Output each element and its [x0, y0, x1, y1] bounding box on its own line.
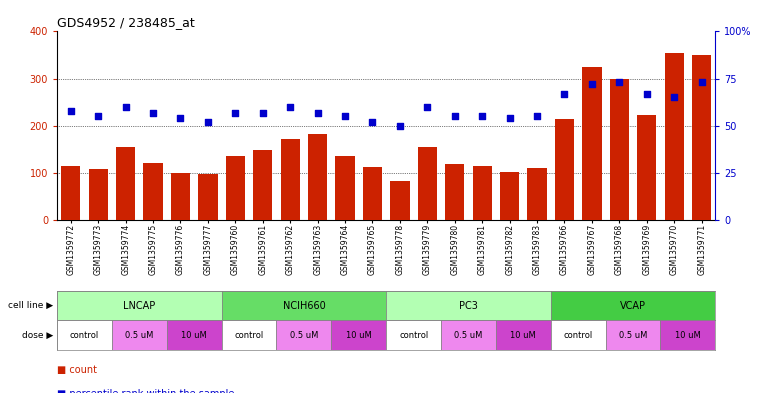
- Bar: [527, 168, 546, 220]
- Text: 0.5 uM: 0.5 uM: [454, 331, 482, 340]
- Bar: [386, 320, 441, 350]
- Bar: [445, 164, 464, 220]
- Point: [147, 109, 159, 116]
- Point: [366, 119, 378, 125]
- Point: [422, 104, 434, 110]
- Bar: [221, 291, 386, 320]
- Text: dose ▶: dose ▶: [22, 331, 53, 340]
- Point: [586, 81, 598, 87]
- Point: [311, 109, 323, 116]
- Bar: [57, 320, 112, 350]
- Point: [641, 90, 653, 97]
- Point: [476, 113, 489, 119]
- Point: [339, 113, 351, 119]
- Text: 10 uM: 10 uM: [181, 331, 207, 340]
- Bar: [582, 67, 601, 220]
- Point: [256, 109, 269, 116]
- Bar: [386, 291, 551, 320]
- Text: 0.5 uM: 0.5 uM: [290, 331, 318, 340]
- Bar: [418, 147, 437, 220]
- Bar: [253, 150, 272, 220]
- Text: LNCAP: LNCAP: [123, 301, 155, 310]
- Text: 10 uM: 10 uM: [511, 331, 537, 340]
- Text: ■ count: ■ count: [57, 365, 97, 375]
- Point: [559, 90, 571, 97]
- Bar: [171, 173, 190, 220]
- Bar: [336, 156, 355, 220]
- Text: GDS4952 / 238485_at: GDS4952 / 238485_at: [57, 16, 195, 29]
- Text: control: control: [70, 331, 99, 340]
- Bar: [61, 166, 81, 220]
- Point: [119, 104, 132, 110]
- Point: [449, 113, 461, 119]
- Bar: [88, 169, 108, 220]
- Bar: [500, 172, 519, 220]
- Text: control: control: [234, 331, 264, 340]
- Point: [504, 115, 516, 121]
- Bar: [199, 174, 218, 220]
- Bar: [363, 167, 382, 220]
- Bar: [664, 53, 684, 220]
- Text: 0.5 uM: 0.5 uM: [619, 331, 648, 340]
- Point: [202, 119, 214, 125]
- Bar: [551, 291, 715, 320]
- Point: [284, 104, 296, 110]
- Bar: [496, 320, 551, 350]
- Bar: [473, 166, 492, 220]
- Bar: [221, 320, 276, 350]
- Bar: [276, 320, 331, 350]
- Text: PC3: PC3: [459, 301, 478, 310]
- Text: 10 uM: 10 uM: [675, 331, 701, 340]
- Bar: [441, 320, 496, 350]
- Point: [92, 113, 104, 119]
- Text: control: control: [399, 331, 428, 340]
- Point: [531, 113, 543, 119]
- Bar: [606, 320, 661, 350]
- Point: [668, 94, 680, 101]
- Point: [229, 109, 241, 116]
- Point: [394, 123, 406, 129]
- Text: control: control: [564, 331, 593, 340]
- Bar: [112, 320, 167, 350]
- Text: NCIH660: NCIH660: [282, 301, 325, 310]
- Bar: [637, 116, 657, 220]
- Bar: [692, 55, 712, 220]
- Bar: [661, 320, 715, 350]
- Text: 0.5 uM: 0.5 uM: [125, 331, 154, 340]
- Bar: [167, 320, 221, 350]
- Bar: [116, 147, 135, 220]
- Point: [613, 79, 626, 86]
- Point: [696, 79, 708, 86]
- Bar: [226, 156, 245, 220]
- Text: ■ percentile rank within the sample: ■ percentile rank within the sample: [57, 389, 234, 393]
- Point: [65, 108, 77, 114]
- Bar: [144, 163, 163, 220]
- Text: VCAP: VCAP: [620, 301, 646, 310]
- Point: [174, 115, 186, 121]
- Bar: [610, 79, 629, 220]
- Bar: [331, 320, 386, 350]
- Text: 10 uM: 10 uM: [346, 331, 371, 340]
- Bar: [281, 139, 300, 220]
- Bar: [57, 291, 221, 320]
- Bar: [551, 320, 606, 350]
- Text: cell line ▶: cell line ▶: [8, 301, 53, 310]
- Bar: [308, 134, 327, 220]
- Bar: [555, 119, 574, 220]
- Bar: [390, 182, 409, 220]
